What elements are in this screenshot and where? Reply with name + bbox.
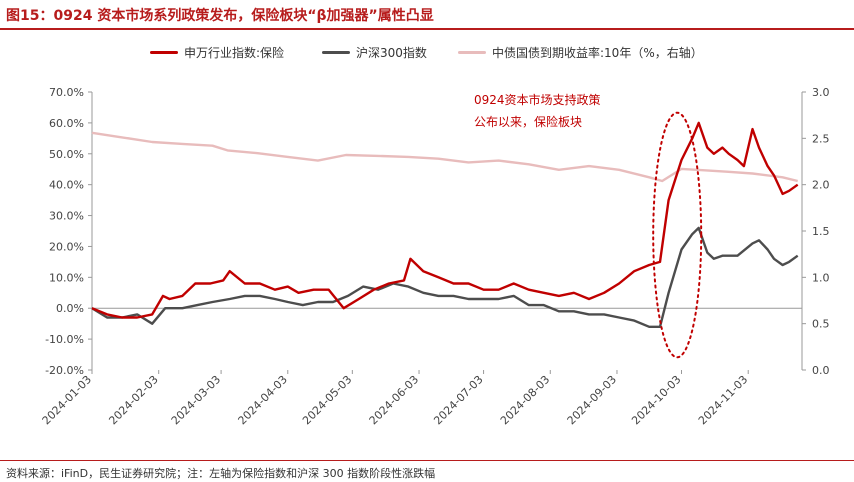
legend-swatch-csi300 xyxy=(322,51,350,54)
right-tick-label: 0.0 xyxy=(812,364,830,377)
legend-item-insurance: 申万行业指数:保险 xyxy=(150,44,284,61)
left-tick-label: 30.0% xyxy=(49,210,84,223)
footer: 资料来源：iFinD，民生证券研究院；注：左轴为保险指数和沪深 300 指数阶段… xyxy=(0,460,854,482)
x-tick-label: 2024-09-03 xyxy=(565,373,619,427)
x-tick-label: 2024-11-03 xyxy=(696,373,750,427)
x-tick-label: 2024-08-03 xyxy=(498,373,552,427)
series-line-csi300 xyxy=(91,226,799,328)
right-tick-label: 0.5 xyxy=(812,318,830,331)
title-bar: 图15：0924 资本市场系列政策发布，保险板块“β加强器”属性凸显 xyxy=(0,0,854,30)
left-tick-label: 60.0% xyxy=(49,117,84,130)
right-tick-label: 1.5 xyxy=(812,225,830,238)
left-tick-label: 0.0% xyxy=(56,302,84,315)
x-tick-label: 2024-06-03 xyxy=(367,373,421,427)
left-tick-label: -10.0% xyxy=(45,333,84,346)
legend-label-bond: 中债国债到期收益率:10年（%，右轴） xyxy=(492,46,703,60)
right-tick-label: 3.0 xyxy=(812,86,830,99)
legend-item-bond: 中债国债到期收益率:10年（%，右轴） xyxy=(458,44,703,61)
left-tick-label: -20.0% xyxy=(45,364,84,377)
x-tick-label: 2024-02-03 xyxy=(106,373,160,427)
highlight-ellipse xyxy=(652,111,703,359)
legend-label-insurance: 申万行业指数:保险 xyxy=(184,46,285,60)
legend: 申万行业指数:保险 沪深300指数 中债国债到期收益率:10年（%，右轴） xyxy=(0,44,854,64)
left-tick-label: 70.0% xyxy=(49,86,84,99)
x-tick-label: 2024-05-03 xyxy=(300,373,354,427)
legend-item-csi300: 沪深300指数 xyxy=(322,44,427,61)
legend-label-csi300: 沪深300指数 xyxy=(356,46,427,60)
line-chart: -20.0% -10.0% 0.0% 10.0% 20.0% 30.0% 40.0% 50.0… xyxy=(40,86,830,427)
x-tick-label: 2024-03-03 xyxy=(169,373,223,427)
annotation-line-2: 公布以来，保险板块 xyxy=(474,114,582,129)
left-tick-label: 40.0% xyxy=(49,179,84,192)
series-line-bond xyxy=(91,131,798,183)
right-tick-label: 1.0 xyxy=(812,271,830,284)
left-tick-label: 20.0% xyxy=(49,240,84,253)
x-tick-label: 2024-01-03 xyxy=(40,373,94,427)
legend-swatch-bond xyxy=(458,51,486,54)
x-tick-label: 2024-04-03 xyxy=(236,373,290,427)
annotation-line-1: 0924资本市场支持政策 xyxy=(474,92,601,107)
source-note: 资料来源：iFinD，民生证券研究院；注：左轴为保险指数和沪深 300 指数阶段… xyxy=(6,467,436,480)
figure-title: 图15：0924 资本市场系列政策发布，保险板块“β加强器”属性凸显 xyxy=(6,8,434,24)
series-line-insurance xyxy=(91,121,799,319)
legend-swatch-insurance xyxy=(150,51,178,54)
right-tick-label: 2.5 xyxy=(812,132,830,145)
right-tick-label: 2.0 xyxy=(812,179,830,192)
left-tick-label: 10.0% xyxy=(49,271,84,284)
x-tick-label: 2024-07-03 xyxy=(431,373,485,427)
left-tick-label: 50.0% xyxy=(49,148,84,161)
x-tick-label: 2024-10-03 xyxy=(629,373,683,427)
